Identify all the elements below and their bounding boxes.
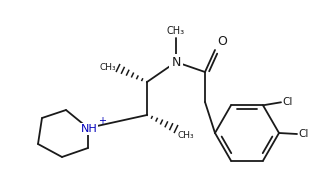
Text: +: + xyxy=(98,116,106,126)
Text: CH₃: CH₃ xyxy=(178,131,195,140)
Text: Cl: Cl xyxy=(298,129,308,139)
Text: NH: NH xyxy=(81,124,97,134)
Text: CH₃: CH₃ xyxy=(100,62,116,71)
Text: Cl: Cl xyxy=(282,97,292,107)
Text: O: O xyxy=(217,35,227,48)
Text: N: N xyxy=(171,56,181,69)
Text: CH₃: CH₃ xyxy=(167,26,185,36)
